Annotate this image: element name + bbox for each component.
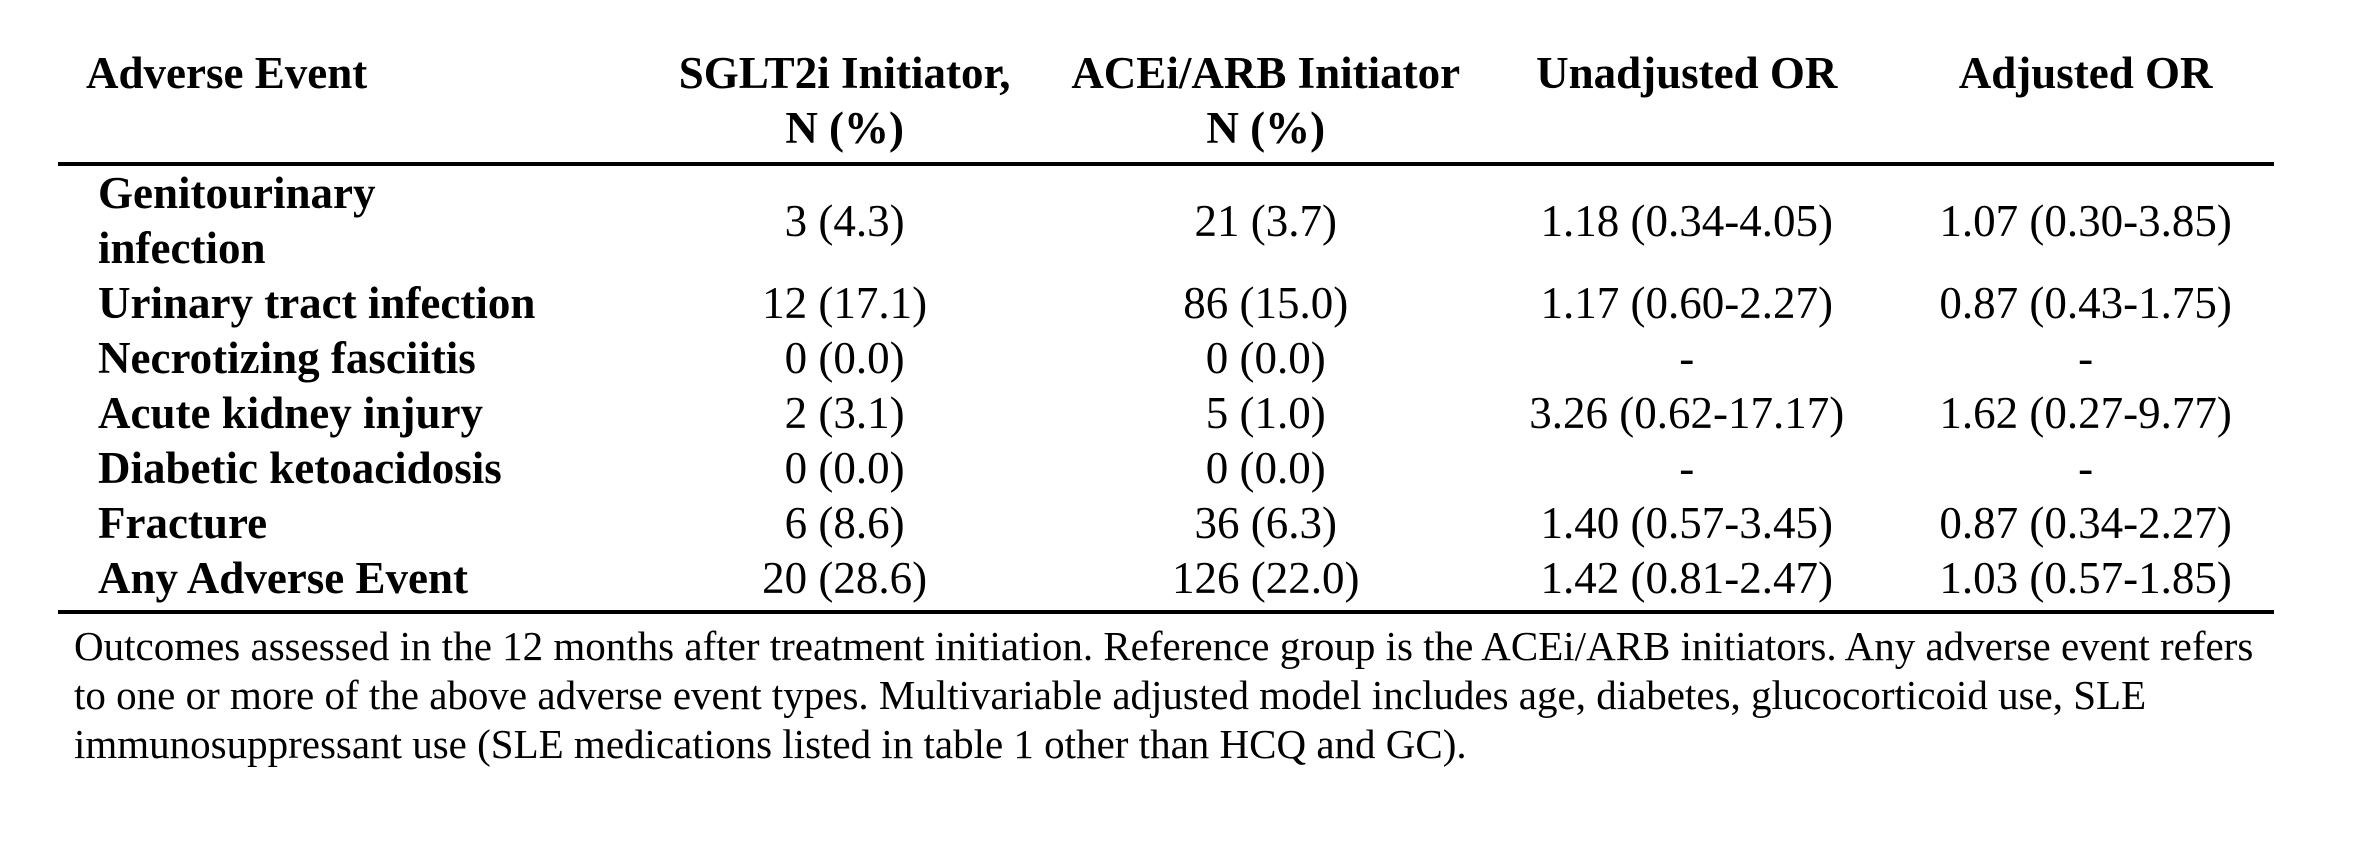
header-adjusted-or: Adjusted OR	[1897, 46, 2274, 166]
header-sglt2i-line2: N (%)	[785, 103, 905, 153]
event-cell: Fracture	[98, 498, 268, 548]
header-unadjusted-or-label: Unadjusted OR	[1536, 48, 1838, 98]
header-sglt2i: SGLT2i Initiator, N (%)	[634, 46, 1056, 166]
unadjusted-or-cell: 1.40 (0.57-3.45)	[1540, 498, 1833, 548]
unadjusted-or-cell: 3.26 (0.62-17.17)	[1529, 388, 1845, 438]
adjusted-or-cell: -	[2078, 333, 2094, 383]
header-row: Adverse Event SGLT2i Initiator, N (%) AC…	[58, 46, 2274, 166]
header-unadjusted-or: Unadjusted OR	[1476, 46, 1898, 166]
acei-arb-cell: 0 (0.0)	[1205, 443, 1326, 493]
header-sglt2i-line1: SGLT2i Initiator,	[678, 48, 1011, 98]
unadjusted-or-cell: 1.42 (0.81-2.47)	[1476, 551, 1898, 614]
table-footnote: Outcomes assessed in the 12 months after…	[74, 623, 2254, 767]
table-row: Necrotizing fasciitis 0 (0.0) 0 (0.0) - …	[58, 331, 2274, 386]
table-header: Adverse Event SGLT2i Initiator, N (%) AC…	[58, 46, 2274, 166]
acei-arb-cell: 36 (6.3)	[1194, 498, 1337, 548]
table-row: Any Adverse Event 20 (28.6) 126 (22.0) 1…	[58, 551, 2274, 614]
table-row: Diabetic ketoacidosis 0 (0.0) 0 (0.0) - …	[58, 441, 2274, 496]
event-label: Genitourinary infection	[98, 168, 376, 273]
unadjusted-or-cell: -	[1679, 443, 1695, 493]
sglt2i-cell: 0 (0.0)	[784, 333, 905, 383]
sglt2i-cell: 12 (17.1)	[762, 278, 928, 328]
header-acei-arb: ACEi/ARB Initiator N (%)	[1055, 46, 1477, 166]
unadjusted-or-cell: 1.17 (0.60-2.27)	[1540, 278, 1833, 328]
adjusted-or-cell: 0.87 (0.43-1.75)	[1939, 278, 2232, 328]
header-acei-arb-line1: ACEi/ARB Initiator	[1071, 48, 1461, 98]
sglt2i-cell: 3 (4.3)	[784, 195, 905, 246]
adjusted-or-cell: 1.07 (0.30-3.85)	[1939, 195, 2232, 246]
unadjusted-or-cell: -	[1679, 333, 1695, 383]
adjusted-or-cell: 0.87 (0.34-2.27)	[1939, 498, 2232, 548]
sglt2i-cell: 6 (8.6)	[784, 498, 905, 548]
event-cell: Urinary tract infection	[98, 278, 536, 328]
header-adverse-event-label: Adverse Event	[86, 48, 368, 98]
table-row: Urinary tract infection 12 (17.1) 86 (15…	[58, 276, 2274, 331]
sglt2i-cell: 0 (0.0)	[784, 443, 905, 493]
adjusted-or-cell: -	[2078, 443, 2094, 493]
adjusted-or-cell: 1.62 (0.27-9.77)	[1939, 388, 2232, 438]
acei-arb-cell: 126 (22.0)	[1055, 551, 1477, 614]
sglt2i-cell: 20 (28.6)	[634, 551, 1056, 614]
acei-arb-cell: 0 (0.0)	[1205, 333, 1326, 383]
event-cell: Any Adverse Event	[58, 551, 635, 614]
table-body: Genitourinary infection 3 (4.3) 21 (3.7)…	[58, 164, 2274, 614]
event-cell: Acute kidney injury	[98, 388, 484, 438]
table-row: Acute kidney injury 2 (3.1) 5 (1.0) 3.26…	[58, 386, 2274, 441]
header-acei-arb-line2: N (%)	[1206, 103, 1326, 153]
adverse-events-table: Adverse Event SGLT2i Initiator, N (%) AC…	[58, 46, 2274, 614]
acei-arb-cell: 21 (3.7)	[1194, 195, 1337, 246]
unadjusted-or-cell: 1.18 (0.34-4.05)	[1540, 195, 1833, 246]
event-cell: Necrotizing fasciitis	[98, 333, 476, 383]
header-adverse-event: Adverse Event	[58, 46, 635, 166]
event-cell: Genitourinary infection	[58, 164, 634, 276]
sglt2i-cell: 2 (3.1)	[784, 388, 905, 438]
event-cell: Diabetic ketoacidosis	[98, 443, 502, 493]
header-adjusted-or-label: Adjusted OR	[1958, 48, 2213, 98]
adjusted-or-cell: 1.03 (0.57-1.85)	[1897, 551, 2274, 614]
acei-arb-cell: 86 (15.0)	[1183, 278, 1349, 328]
table-row: Fracture 6 (8.6) 36 (6.3) 1.40 (0.57-3.4…	[58, 496, 2274, 551]
acei-arb-cell: 5 (1.0)	[1205, 388, 1326, 438]
table-row: Genitourinary infection 3 (4.3) 21 (3.7)…	[58, 164, 2274, 276]
